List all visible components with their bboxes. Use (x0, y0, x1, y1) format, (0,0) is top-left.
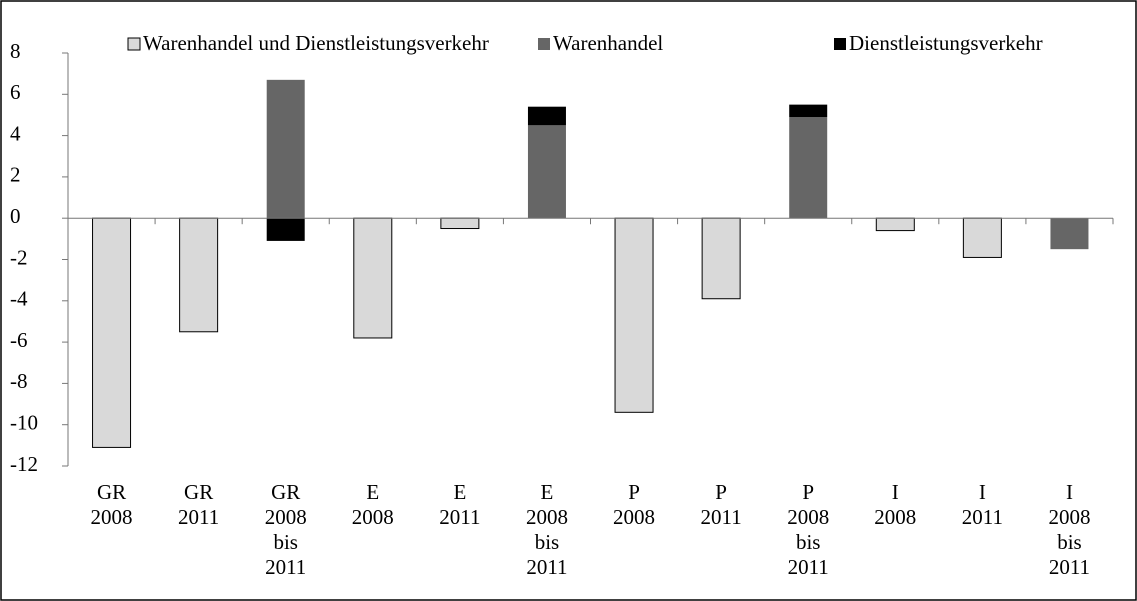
bar (266, 79, 305, 219)
x-tick-label: GR (97, 480, 126, 504)
bar (179, 217, 219, 333)
x-tick-label: 2008 (265, 505, 307, 529)
y-tick-label: 2 (10, 163, 21, 187)
x-tick-label: 2011 (439, 505, 480, 529)
x-tick-label: E (366, 480, 379, 504)
x-tick-label: GR (184, 480, 213, 504)
y-tick-label: 4 (10, 121, 21, 145)
x-tick-label: 2011 (178, 505, 219, 529)
x-tick-label: I (892, 480, 899, 504)
x-tick-label: 2008 (91, 505, 133, 529)
bar (527, 125, 566, 219)
bar (266, 218, 305, 241)
x-tick-label: 2011 (526, 555, 567, 579)
bar (789, 104, 828, 118)
y-tick-label: 0 (10, 204, 21, 228)
legend-label: Warenhandel (553, 31, 663, 55)
bar (1050, 218, 1089, 250)
x-tick-label: 2011 (788, 555, 829, 579)
legend-label: Dienstleistungsverkehr (849, 31, 1043, 55)
legend-swatch (127, 37, 141, 51)
x-tick-label: P (628, 480, 640, 504)
x-tick-label: 2008 (352, 505, 394, 529)
legend-label: Warenhandel und Dienstleistungsverkehr (143, 31, 489, 55)
x-tick-label: 2011 (962, 505, 1003, 529)
x-tick-label: bis (535, 530, 560, 554)
x-tick-label: bis (1057, 530, 1082, 554)
x-tick-label: I (1066, 480, 1073, 504)
x-tick-label: 2008 (1048, 505, 1090, 529)
bar (875, 217, 915, 232)
y-tick-label: 6 (10, 80, 21, 104)
x-tick-label: GR (271, 480, 300, 504)
x-tick-label: bis (796, 530, 821, 554)
y-tick-label: -4 (10, 287, 28, 311)
bar (527, 106, 566, 126)
x-tick-label: I (979, 480, 986, 504)
y-tick-label: -2 (10, 245, 28, 269)
bar (440, 217, 480, 230)
y-tick-label: -10 (10, 411, 38, 435)
y-tick-label: -6 (10, 328, 28, 352)
x-tick-label: 2011 (1049, 555, 1090, 579)
x-tick-label: 2008 (613, 505, 655, 529)
x-tick-label: 2008 (874, 505, 916, 529)
bar (92, 217, 132, 448)
y-tick-label: 8 (10, 39, 21, 63)
x-tick-label: E (541, 480, 554, 504)
bar (789, 117, 828, 219)
y-tick-label: -8 (10, 369, 28, 393)
x-tick-label: 2008 (526, 505, 568, 529)
bar (701, 217, 741, 300)
x-tick-label: 2011 (265, 555, 306, 579)
legend-swatch (834, 38, 846, 50)
x-tick-label: 2008 (787, 505, 829, 529)
x-tick-label: bis (273, 530, 298, 554)
y-tick-label: -12 (10, 452, 38, 476)
legend-swatch (538, 38, 550, 50)
x-tick-label: E (453, 480, 466, 504)
bar (614, 217, 654, 413)
x-tick-label: P (715, 480, 727, 504)
x-tick-label: P (802, 480, 814, 504)
bar (353, 217, 393, 339)
x-tick-label: 2011 (701, 505, 742, 529)
bar (962, 217, 1002, 258)
